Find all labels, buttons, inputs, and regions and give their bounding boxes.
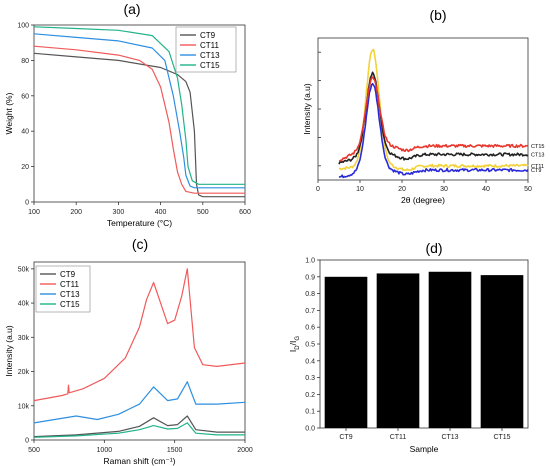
- y-tick-label: 0.8: [305, 291, 315, 298]
- y-tick-label: 100: [17, 23, 29, 30]
- bar-ct15: [480, 275, 524, 428]
- y-tick-label: 0.5: [305, 342, 315, 349]
- x-tick-label: 200: [70, 209, 82, 216]
- panel-label: (c): [132, 236, 148, 252]
- panel-label: (a): [123, 1, 140, 17]
- y-tick-label: 20k: [18, 369, 30, 376]
- panel-label: (b): [429, 7, 446, 23]
- series-line-ct13: [33, 33, 245, 189]
- series-line-ct11: [33, 45, 245, 194]
- series-line-ct13: [338, 71, 529, 165]
- panel-c: 500 1000 1500 2000 0 10k 20k 30k 40k 50k Raman shi…: [4, 261, 253, 466]
- y-tick-label: 10k: [18, 403, 30, 410]
- series-label: CT13: [531, 152, 544, 158]
- x-axis-label: Sample: [410, 444, 439, 454]
- series-label: CT15: [531, 144, 544, 150]
- series-line-ct9: [338, 82, 529, 179]
- x-tick-label: 600: [239, 209, 251, 216]
- bar-ct11: [376, 273, 420, 428]
- x-tick-label: CT9: [339, 434, 352, 441]
- series-line-ct9: [33, 415, 245, 438]
- x-tick-label: 40: [482, 186, 490, 193]
- series-line-ct15: [338, 76, 529, 162]
- y-tick-label: 0.2: [305, 392, 315, 399]
- y-tick-label: 50k: [18, 266, 30, 273]
- panel-a: 100 200 300 400 500 600 0 20 40 60 80 100 Temperatur…: [4, 23, 251, 229]
- y-tick-label: 0: [25, 200, 29, 207]
- series-line-ct9: [33, 52, 245, 198]
- series-line-ct11: [338, 48, 529, 171]
- legend-label: CT11: [200, 41, 220, 50]
- x-tick-label: 300: [113, 209, 125, 216]
- x-tick-label: 400: [155, 209, 167, 216]
- bar-ct9: [324, 276, 368, 428]
- y-axis-label-part: G: [295, 336, 301, 341]
- y-tick-label: 60: [21, 93, 29, 100]
- y-axis-label: Intensity (a.u): [4, 325, 14, 377]
- y-tick-label: 40: [21, 129, 29, 136]
- panel-label: (d): [425, 240, 442, 256]
- plot-frame: [33, 24, 246, 203]
- x-tick-label: 30: [440, 186, 448, 193]
- y-axis-label: ID/IG: [288, 336, 301, 352]
- y-tick-label: 40k: [18, 301, 30, 308]
- y-tick-label: 0.1: [305, 409, 315, 416]
- x-tick-label: CT11: [390, 434, 407, 441]
- y-tick-label: 0.4: [305, 358, 315, 365]
- panel-d: 0.0 0.1 0.2 0.3 0.4 0.5 0.6 0.7 0.8 0.9 1.0 CT9 CT11…: [288, 258, 529, 454]
- x-tick-label: 1500: [167, 447, 183, 454]
- x-tick-label: 2000: [237, 447, 253, 454]
- series-line-ct15: [33, 422, 245, 438]
- legend-label: CT15: [60, 300, 80, 309]
- x-tick-label: 10: [356, 186, 364, 193]
- y-tick-label: 0.0: [305, 426, 315, 433]
- legend-label: CT9: [60, 270, 76, 279]
- y-axis-label: Weight (%): [4, 92, 14, 134]
- series-label: CT9: [531, 168, 541, 174]
- legend-label: CT11: [60, 280, 80, 289]
- legend-label: CT15: [200, 61, 220, 70]
- series-line-ct13: [33, 381, 246, 424]
- y-tick-label: 30k: [18, 335, 30, 342]
- y-tick-label: 1.0: [305, 258, 315, 265]
- legend-label: CT9: [200, 31, 216, 40]
- y-tick-label: 0.7: [305, 308, 315, 315]
- x-tick-label: 20: [398, 186, 406, 193]
- y-tick-label: 0: [25, 438, 29, 445]
- legend-label: CT13: [200, 51, 220, 60]
- series-line-ct15: [33, 26, 245, 185]
- y-axis-label: Intensity (a.u): [302, 83, 312, 135]
- x-tick-label: 1000: [97, 447, 113, 454]
- x-axis-label: 2θ (degree): [401, 195, 445, 205]
- x-tick-label: CT13: [441, 434, 458, 441]
- y-axis-label-part: I: [288, 350, 298, 352]
- y-tick-label: 0.3: [305, 375, 315, 382]
- x-tick-label: 50: [524, 186, 532, 193]
- bar-ct13: [428, 271, 472, 428]
- y-axis-label-part: D: [295, 345, 301, 350]
- plot-frame: [33, 261, 246, 441]
- series-line-ct11: [33, 268, 246, 402]
- y-tick-label: 20: [21, 164, 29, 171]
- x-tick-label: 100: [28, 209, 40, 216]
- x-tick-label: 500: [28, 447, 40, 454]
- x-tick-label: CT15: [493, 434, 510, 441]
- y-tick-label: 0.9: [305, 274, 315, 281]
- x-axis-label: Raman shift (cm⁻¹): [103, 456, 175, 466]
- x-tick-label: 0: [316, 186, 320, 193]
- legend-label: CT13: [60, 290, 80, 299]
- y-axis-label-part: /I: [288, 341, 298, 346]
- series-label: CT11: [531, 164, 544, 170]
- y-tick-label: 0.6: [305, 325, 315, 332]
- x-tick-label: 500: [197, 209, 209, 216]
- y-tick-label: 80: [21, 58, 29, 65]
- x-axis-label: Temperature (°C): [107, 218, 172, 228]
- panel-b: 0 10 20 30 40 50 2θ (degree) Intensity (a.u) CT1…: [302, 37, 544, 205]
